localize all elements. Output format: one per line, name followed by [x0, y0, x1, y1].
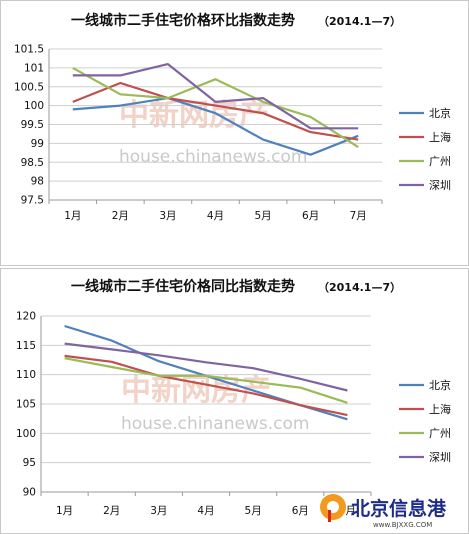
mom-y-tick-label: 100	[24, 100, 44, 112]
mom-chart-title: 一线城市二手住宅价格环比指数走势	[71, 12, 295, 29]
mom-x-tick-label: 7月	[350, 210, 367, 222]
yoy-chart: 一线城市二手住宅价格同比指数走势 （2014.1—7） 中新网房产 house.chi…	[16, 278, 451, 529]
yoy-legend-label: 广州	[429, 427, 451, 440]
yoy-x-tick-label: 4月	[197, 505, 214, 517]
yoy-x-tick-label: 2月	[103, 505, 120, 517]
yoy-y-tick-label: 100	[16, 428, 36, 440]
mom-x-tick-label: 3月	[159, 210, 176, 222]
mom-chart: 一线城市二手住宅价格环比指数走势 （2014.1—7） 中新网房产 house.chi…	[14, 12, 451, 222]
mom-x-tick-label: 2月	[112, 210, 129, 222]
mom-y-tick-label: 99.5	[21, 119, 44, 131]
yoy-y-tick-label: 115	[16, 340, 36, 352]
mom-legend-label: 上海	[429, 130, 451, 144]
watermark-cn: 中新网房产	[119, 98, 269, 133]
mom-chart-panel: 一线城市二手住宅价格环比指数走势 （2014.1—7） 中新网房产 house.chi…	[0, 0, 469, 266]
mom-legend-label: 深圳	[429, 179, 451, 192]
mom-series-line-0	[72, 96, 359, 156]
yoy-chart-title-range: （2014.1—7）	[318, 281, 401, 294]
mom-x-tick-label: 5月	[254, 210, 271, 222]
yoy-series-line-2	[64, 357, 348, 404]
logo-text: 北京信息港	[351, 497, 447, 520]
mom-series-line-1	[72, 81, 359, 141]
mom-y-tick-label: 100.5	[14, 81, 44, 93]
watermark-cn: 中新网房产	[121, 373, 271, 408]
mom-y-tick-label: 98	[31, 176, 44, 188]
yoy-chart-title: 一线城市二手住宅价格同比指数走势	[71, 278, 295, 295]
mom-y-tick-label: 99	[31, 138, 44, 150]
mom-x-tick-label: 6月	[302, 210, 319, 222]
logo-url: www.BJXXG.COM	[373, 521, 432, 529]
mom-legend-label: 广州	[429, 155, 451, 168]
yoy-x-tick-label: 6月	[292, 505, 309, 517]
mom-chart-title-range: （2014.1—7）	[318, 15, 401, 28]
mom-y-tick-label: 101.5	[14, 44, 44, 56]
watermark-url: house.chinanews.com	[121, 414, 309, 434]
yoy-series-line-1	[64, 354, 348, 417]
mom-y-tick-label: 98.5	[21, 157, 44, 169]
yoy-y-tick-label: 105	[16, 399, 36, 411]
yoy-y-tick-label: 120	[16, 311, 36, 323]
yoy-y-tick-label: 110	[16, 369, 36, 381]
mom-legend-label: 北京	[429, 106, 451, 120]
yoy-legend-label: 深圳	[429, 451, 451, 464]
yoy-x-tick-label: 1月	[56, 505, 73, 517]
mom-y-tick-label: 97.5	[21, 195, 44, 207]
yoy-legend-label: 北京	[429, 378, 451, 392]
mom-y-tick-label: 101	[24, 62, 44, 74]
mom-series-line-3	[72, 62, 359, 130]
yoy-x-tick-label: 3月	[150, 505, 167, 517]
yoy-legend-label: 上海	[429, 402, 451, 416]
mom-x-tick-label: 4月	[207, 210, 224, 222]
watermark-url: house.chinanews.com	[119, 147, 307, 167]
yoy-y-tick-label: 95	[23, 457, 36, 469]
yoy-x-tick-label: 5月	[245, 505, 262, 517]
yoy-y-tick-label: 90	[23, 487, 36, 499]
yoy-series-line-3	[64, 342, 348, 392]
yoy-chart-panel: 一线城市二手住宅价格同比指数走势 （2014.1—7） 中新网房产 house.chi…	[0, 268, 469, 534]
mom-x-tick-label: 1月	[64, 210, 81, 222]
